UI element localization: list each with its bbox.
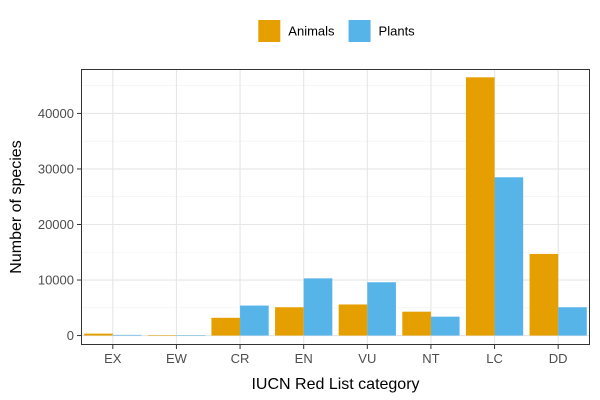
x-axis: EX EW CR EN VU NT LC DD xyxy=(104,345,568,366)
bar-plants-lc xyxy=(494,177,524,336)
bar-animals-ex xyxy=(84,333,113,336)
bar-animals-en xyxy=(275,307,304,336)
bar-plants-ex xyxy=(112,334,142,336)
x-tick-label-vu: VU xyxy=(358,351,376,366)
y-axis-title: Number of species xyxy=(8,140,25,273)
x-tick-label-ex: EX xyxy=(104,351,122,366)
x-axis-title: IUCN Red List category xyxy=(251,376,419,393)
bar-animals-cr xyxy=(211,317,241,336)
bar-plants-en xyxy=(303,278,333,336)
x-tick-label-dd: DD xyxy=(549,351,568,366)
y-tick-label: 30000 xyxy=(38,161,74,176)
legend-key-plants xyxy=(348,20,371,42)
bar-animals-vu xyxy=(338,304,368,336)
plot-panel-border xyxy=(81,69,590,345)
y-tick-label: 40000 xyxy=(38,106,74,121)
y-tick-label: 20000 xyxy=(38,217,74,232)
x-tick-label-cr: CR xyxy=(231,351,250,366)
x-tick-label-ew: EW xyxy=(166,351,188,366)
bar-animals-ew xyxy=(147,335,177,336)
bar-plants-dd xyxy=(558,307,587,336)
legend-key-animals xyxy=(258,20,281,42)
y-axis: 0 10000 20000 30000 40000 xyxy=(38,106,81,343)
x-tick-label-en: EN xyxy=(295,351,313,366)
grid-lines xyxy=(81,69,590,345)
bar-plants-nt xyxy=(430,316,460,336)
bar-plants-ew xyxy=(176,335,206,336)
bar-animals-nt xyxy=(402,311,431,336)
bar-animals-dd xyxy=(529,253,559,336)
legend-label-animals: Animals xyxy=(288,24,335,39)
legend: Animals Plants xyxy=(258,20,415,42)
bars xyxy=(84,77,587,336)
x-tick-label-nt: NT xyxy=(422,351,439,366)
bar-plants-cr xyxy=(240,305,269,336)
bar-plants-vu xyxy=(367,282,396,336)
y-tick-label: 10000 xyxy=(38,273,74,288)
y-tick-label: 0 xyxy=(67,328,74,343)
bar-animals-lc xyxy=(465,77,495,336)
legend-label-plants: Plants xyxy=(379,24,416,39)
x-tick-label-lc: LC xyxy=(486,351,503,366)
